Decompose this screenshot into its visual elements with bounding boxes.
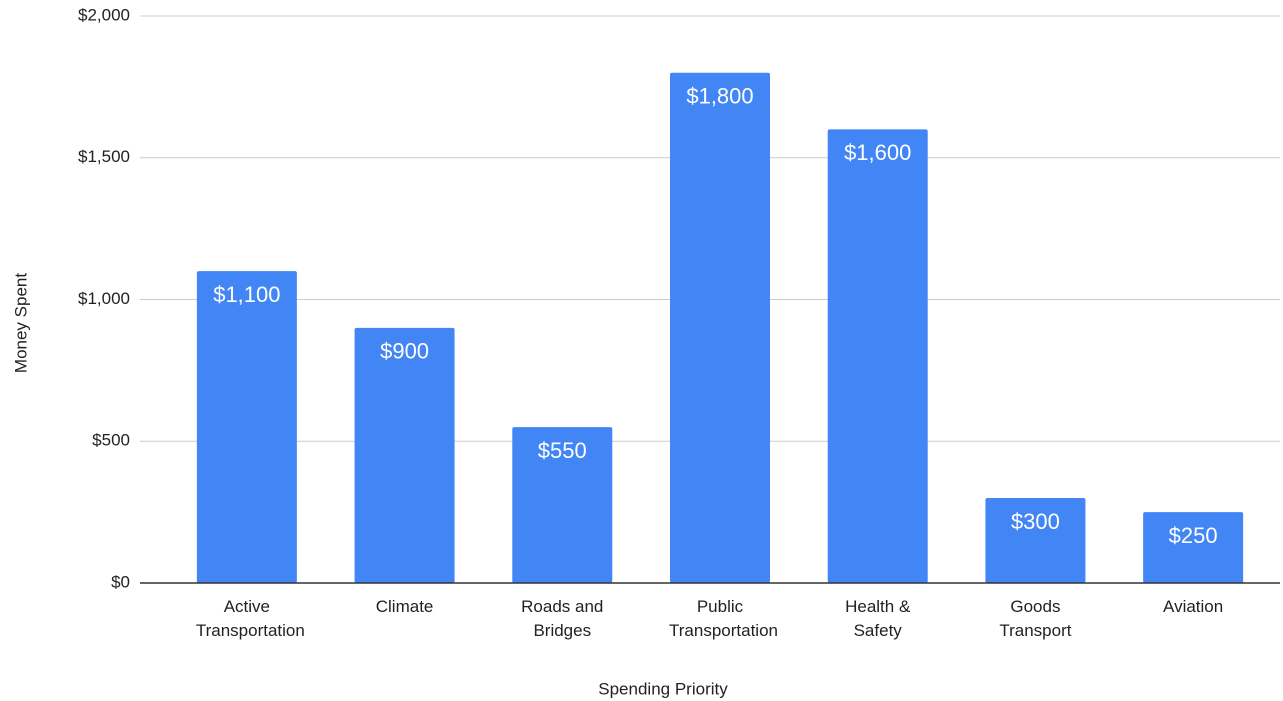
x-axis-title: Spending Priority	[598, 679, 728, 698]
y-tick-label: $2,000	[78, 5, 130, 24]
value-label: $1,800	[686, 84, 753, 109]
value-label: $300	[1011, 509, 1060, 534]
x-tick-label: Aviation	[1163, 597, 1224, 616]
bar	[985, 497, 1086, 583]
value-label: $550	[538, 438, 587, 463]
x-tick-label: Roads and Bridges	[521, 597, 604, 640]
x-tick-label: Public Transportation	[669, 597, 778, 640]
y-axis-title: Money Spent	[11, 273, 30, 373]
bar	[354, 327, 455, 583]
x-tick-label: Goods Transport	[999, 597, 1072, 640]
bar	[1143, 512, 1244, 583]
x-tick-label: Climate	[375, 597, 434, 616]
y-tick-label: $1,500	[78, 147, 130, 166]
bar	[512, 427, 613, 583]
y-tick-label: $1,000	[78, 289, 130, 308]
value-label: $1,100	[213, 282, 280, 307]
bar	[670, 72, 770, 583]
x-tick-label: Active Transportation	[195, 597, 305, 640]
y-tick-label: $0	[111, 572, 130, 591]
bar	[827, 129, 928, 583]
bar	[196, 271, 297, 583]
value-label: $250	[1169, 523, 1218, 548]
value-label: $900	[380, 339, 429, 364]
x-tick-label: Health & Safety	[845, 597, 911, 640]
y-tick-label: $500	[92, 431, 130, 450]
value-label: $1,600	[844, 140, 911, 165]
